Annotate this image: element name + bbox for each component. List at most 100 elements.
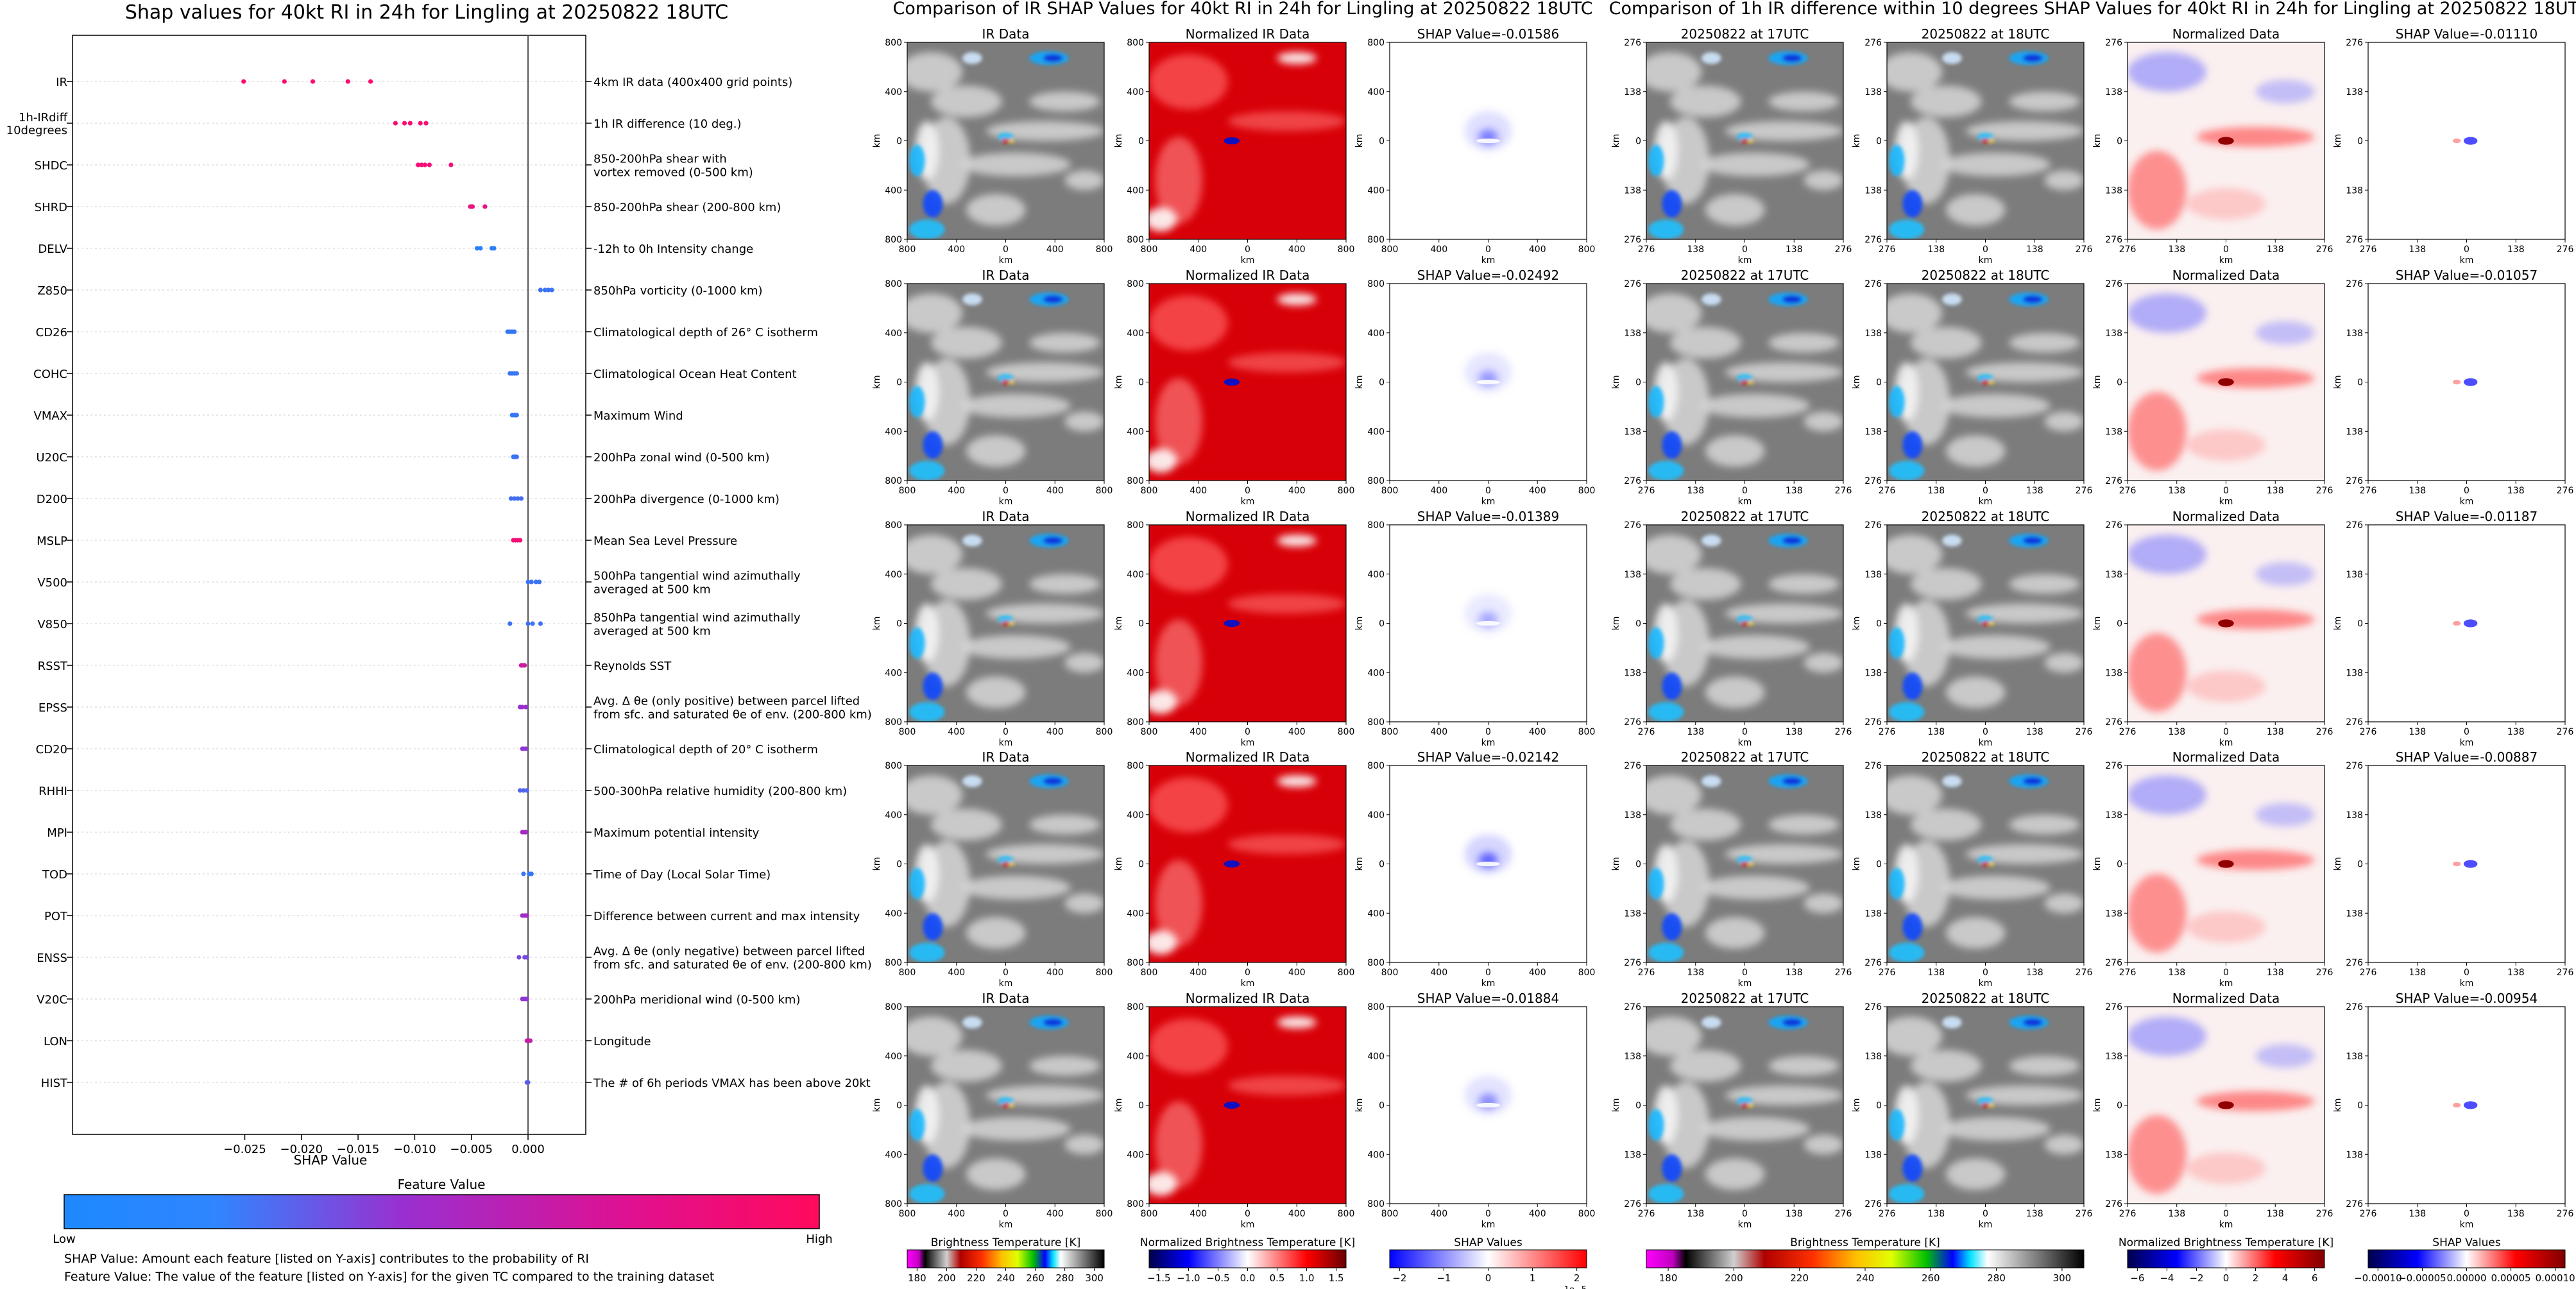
ir-image <box>907 284 1104 481</box>
cold-top <box>1977 133 1993 141</box>
cold-top <box>1941 534 1962 547</box>
y-tick-label: 276 <box>2105 958 2122 968</box>
y-axis-label: km <box>1611 857 1621 871</box>
shap-pos <box>2453 861 2461 867</box>
x-tick-label: 400 <box>1190 244 1207 255</box>
cloud-field <box>907 293 1104 467</box>
cold-top <box>1902 913 1923 941</box>
norm-white <box>1149 207 1177 232</box>
shap-x-label: SHAP Value <box>294 1152 368 1168</box>
norm-light <box>1227 1075 1346 1096</box>
y-axis-label: km <box>1611 1098 1621 1113</box>
y-tick-label: 800 <box>885 1199 902 1209</box>
x-tick-label: 400 <box>1288 968 1306 978</box>
cloud <box>1669 808 1741 841</box>
y-tick-label: 0 <box>1876 378 1882 388</box>
cold-top <box>1889 1109 1905 1141</box>
shap-point <box>518 538 523 543</box>
y-tick-label: 400 <box>885 329 902 339</box>
y-tick-label: 276 <box>1864 1199 1882 1209</box>
norm-field <box>2128 52 2315 230</box>
colorbar-tick-label: 1.0 <box>1299 1272 1315 1284</box>
shap-point <box>478 246 483 251</box>
x-tick-label: 400 <box>1288 486 1306 496</box>
ir-image <box>1887 1007 2084 1204</box>
cloud <box>1725 121 1843 141</box>
colorbar-tick-label: 180 <box>908 1272 926 1284</box>
y-tick-label: 138 <box>2105 668 2122 678</box>
x-tick-label: 0 <box>1742 244 1748 255</box>
x-tick-label: 276 <box>2119 486 2137 496</box>
y-axis-label: km <box>1114 375 1124 389</box>
norm-light <box>1227 593 1346 614</box>
x-tick-label: 138 <box>1786 968 1803 978</box>
x-axis-label: km <box>1241 978 1255 989</box>
y-tick-label: 400 <box>885 427 902 437</box>
x-tick-label: 276 <box>2557 244 2574 255</box>
y-tick-label: 276 <box>2346 958 2363 968</box>
y-tick-label: 800 <box>1127 38 1144 48</box>
cold-top <box>1977 1097 1993 1105</box>
x-tick-label: 400 <box>1046 968 1064 978</box>
x-tick-label: 138 <box>1927 968 1945 978</box>
panel-title: IR Data <box>982 749 1030 765</box>
shap-field <box>1464 111 1512 151</box>
cold-top <box>998 615 1014 624</box>
cloud <box>1940 1116 2051 1141</box>
y-tick-label: 276 <box>2105 1002 2122 1012</box>
y-tick-label: 276 <box>2105 1199 2122 1209</box>
cloud <box>2044 1134 2084 1155</box>
y-tick-label: 276 <box>1624 1002 1641 1012</box>
x-tick-label: 138 <box>1687 244 1704 255</box>
y-tick-label: 0 <box>1138 1101 1144 1111</box>
x-tick-label: 0 <box>1983 968 1988 978</box>
x-tick-label: 800 <box>1338 727 1355 737</box>
x-tick-label: 800 <box>899 486 916 496</box>
ir-image <box>1887 765 2084 962</box>
y-tick-label: 276 <box>1624 958 1641 968</box>
cold-top <box>1648 1109 1664 1141</box>
ir-image <box>1887 525 2084 722</box>
cloud <box>1705 194 1765 226</box>
ir-shap-comparison: Comparison of IR SHAP Values for 40kt RI… <box>872 0 1595 1289</box>
y-tick-label: 138 <box>2105 1052 2122 1062</box>
cloud <box>1669 568 1741 600</box>
y-tick-label: 0 <box>2357 1101 2363 1111</box>
norm-red <box>2128 873 2187 953</box>
cold-top <box>1941 1016 1962 1029</box>
diff-shap-image <box>2368 765 2565 962</box>
cloud-field <box>1646 534 1843 708</box>
cold-top <box>909 386 925 418</box>
y-tick-label: 276 <box>1624 717 1641 728</box>
colorbar-tick-label: 240 <box>1856 1272 1875 1284</box>
feature-label: SHRD <box>35 201 67 214</box>
y-tick-label: 0 <box>1635 619 1641 629</box>
feature-label: IR <box>56 76 67 89</box>
x-tick-label: 800 <box>1141 968 1158 978</box>
y-axis-label: km <box>2333 134 2343 148</box>
colorbar <box>1148 1249 1347 1268</box>
y-tick-label: 400 <box>1127 909 1144 919</box>
cloud <box>1910 1050 1982 1082</box>
y-tick-label: 276 <box>1864 235 1882 245</box>
cold-top <box>1648 1184 1684 1204</box>
panel-title: 20250822 at 17UTC <box>1681 509 1809 524</box>
y-tick-label: 800 <box>1367 235 1385 245</box>
y-tick-label: 276 <box>1624 520 1641 531</box>
cloud <box>1804 653 1843 673</box>
x-tick-label: 0 <box>1742 486 1748 496</box>
cloud <box>1064 170 1104 191</box>
panel-title: Normalized IR Data <box>1186 749 1310 765</box>
y-tick-label: 0 <box>1379 378 1385 388</box>
x-tick-label: 276 <box>1879 968 1896 978</box>
cold-top <box>1782 1018 1802 1027</box>
x-tick-label: 138 <box>2168 244 2185 255</box>
cold-top <box>1981 620 1990 626</box>
x-tick-label: 138 <box>2026 727 2043 737</box>
cold-top <box>1648 219 1684 239</box>
ir-image <box>1887 284 2084 481</box>
shap-core <box>2463 619 2478 627</box>
x-tick-label: 400 <box>948 1209 965 1219</box>
cold-top <box>1648 627 1664 659</box>
cold-tops <box>909 774 1069 962</box>
